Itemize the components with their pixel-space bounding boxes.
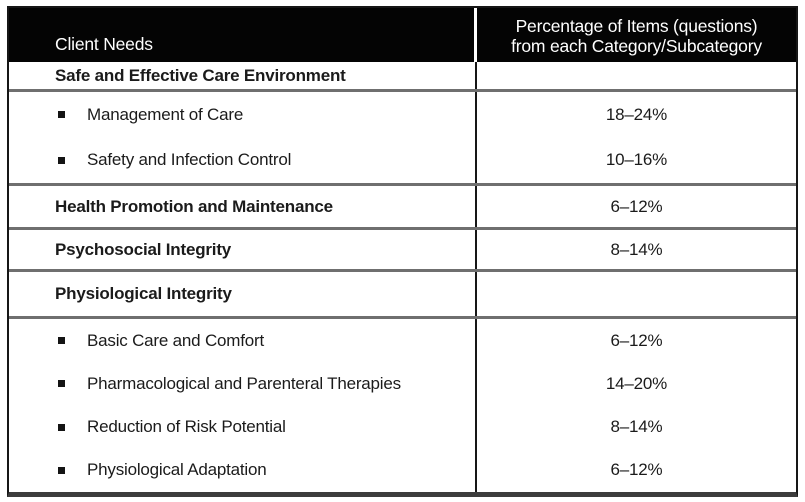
subcategory-values-cell: 6–12% 14–20% 8–14% 6–12% — [477, 319, 796, 492]
percentage-header-cell: Percentage of Items (questions) from eac… — [477, 8, 796, 62]
subcategory-label: Basic Care and Comfort — [87, 330, 265, 350]
client-needs-table: Client Needs Percentage of Items (questi… — [7, 6, 798, 497]
category-label-cell: Physiological Integrity — [9, 272, 477, 316]
category-label-cell: Psychosocial Integrity — [9, 230, 477, 269]
percentage-value: 10–16% — [605, 150, 668, 170]
subcategory-label: Reduction of Risk Potential — [87, 417, 286, 437]
category-row-safe-effective-care: Safe and Effective Care Environment — [9, 62, 796, 89]
category-row-physiological-integrity: Physiological Integrity — [9, 269, 796, 316]
percentage-cell: 6–12% — [477, 186, 796, 227]
square-bullet-icon — [58, 156, 65, 164]
category-row-psychosocial-integrity: Psychosocial Integrity 8–14% — [9, 227, 796, 269]
square-bullet-icon — [58, 111, 65, 119]
square-bullet-icon — [58, 337, 65, 345]
subcategory-label: Pharmacological and Parenteral Therapies — [87, 373, 401, 393]
category-label: Psychosocial Integrity — [55, 239, 232, 259]
subcategory-row-basic-care-comfort: Basic Care and Comfort — [58, 331, 475, 351]
subcategory-label: Management of Care — [87, 104, 244, 124]
subcategory-labels-cell: Management of Care Safety and Infection … — [9, 92, 477, 183]
percentage-value: 6–12% — [610, 330, 663, 350]
square-bullet-icon — [58, 423, 65, 431]
category-label: Physiological Integrity — [55, 284, 232, 303]
subcategory-row-pharmacological-parenteral: Pharmacological and Parenteral Therapies — [58, 374, 475, 394]
subcategory-row-management-of-care: Management of Care — [58, 105, 475, 125]
category-label: Safe and Effective Care Environment — [55, 65, 346, 85]
percentage-value: 18–24% — [605, 104, 668, 124]
percentage-value: 8–14% — [610, 239, 663, 259]
subcategory-group-physiological-integrity: Basic Care and Comfort Pharmacological a… — [9, 316, 796, 492]
subcategory-label: Physiological Adaptation — [87, 460, 267, 480]
percentage-cell — [477, 62, 796, 89]
percentage-value: 6–12% — [610, 460, 663, 480]
percentage-cell: 8–14% — [477, 230, 796, 269]
subcategory-row-safety-infection-control: Safety and Infection Control — [58, 150, 475, 170]
subcategory-labels-cell: Basic Care and Comfort Pharmacological a… — [9, 319, 477, 492]
percentage-value: 14–20% — [605, 373, 668, 393]
percentage-value: 6–12% — [610, 196, 663, 216]
subcategory-group-safe-effective-care: Management of Care Safety and Infection … — [9, 89, 796, 183]
square-bullet-icon — [58, 380, 65, 388]
subcategory-row-reduction-risk-potential: Reduction of Risk Potential — [58, 417, 475, 437]
table-header-row: Client Needs Percentage of Items (questi… — [9, 8, 796, 62]
percentage-header-line1: Percentage of Items (questions) — [515, 16, 758, 36]
category-label-cell: Health Promotion and Maintenance — [9, 186, 477, 227]
client-needs-header-label: Client Needs — [55, 34, 153, 54]
client-needs-header-cell: Client Needs — [9, 8, 477, 62]
category-label-cell: Safe and Effective Care Environment — [9, 62, 477, 89]
square-bullet-icon — [58, 466, 65, 474]
subcategory-row-physiological-adaptation: Physiological Adaptation — [58, 460, 475, 480]
percentage-header-line2: from each Category/Subcategory — [511, 36, 762, 56]
subcategory-label: Safety and Infection Control — [87, 150, 292, 170]
category-label: Health Promotion and Maintenance — [55, 196, 333, 216]
category-row-health-promotion: Health Promotion and Maintenance 6–12% — [9, 183, 796, 227]
subcategory-values-cell: 18–24% 10–16% — [477, 92, 796, 183]
percentage-value: 8–14% — [610, 417, 663, 437]
percentage-cell — [477, 272, 796, 316]
